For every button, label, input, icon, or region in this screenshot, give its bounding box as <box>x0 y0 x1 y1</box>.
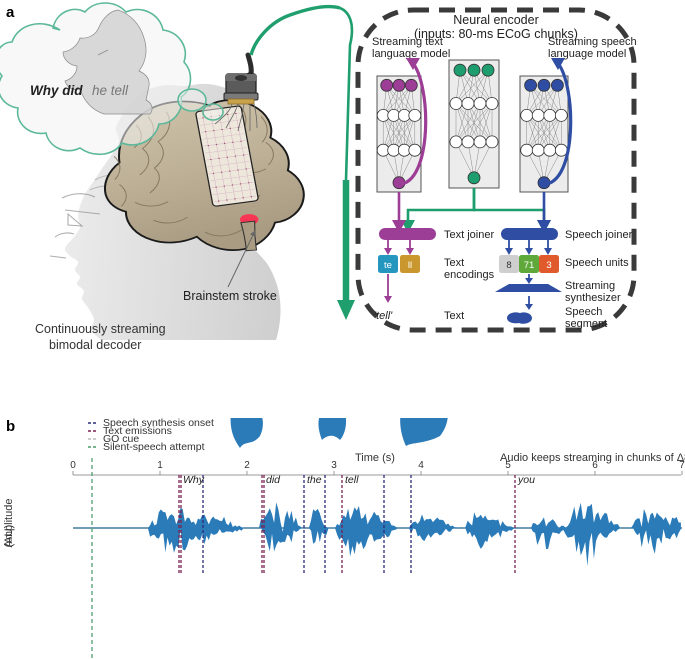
svg-text:(AU): (AU) <box>3 525 15 548</box>
svg-text:segment: segment <box>565 318 607 330</box>
svg-text:Text joiner: Text joiner <box>444 229 494 241</box>
svg-text:Speech: Speech <box>565 306 602 318</box>
svg-text:0: 0 <box>70 460 76 471</box>
svg-text:synthesizer: synthesizer <box>565 292 621 304</box>
svg-text:3: 3 <box>331 460 337 471</box>
svg-text:'tell': 'tell' <box>374 310 393 322</box>
svg-text:2: 2 <box>244 460 250 471</box>
svg-text:tell: tell <box>345 474 359 486</box>
svg-text:Streaming speech: Streaming speech <box>548 36 637 48</box>
svg-text:the: the <box>307 474 322 486</box>
svg-text:did: did <box>266 474 281 486</box>
svg-text:Silent-speech attempt: Silent-speech attempt <box>103 441 205 453</box>
svg-text:Streaming: Streaming <box>565 280 615 292</box>
svg-text:71: 71 <box>524 260 535 271</box>
svg-text:3: 3 <box>546 260 551 271</box>
svg-text:6: 6 <box>592 460 598 471</box>
svg-text:Why: Why <box>183 474 205 486</box>
svg-text:Text: Text <box>444 310 464 322</box>
svg-text:te: te <box>384 260 392 271</box>
svg-text:8: 8 <box>506 260 511 271</box>
svg-text:1: 1 <box>157 460 163 471</box>
svg-text:Text: Text <box>444 257 464 269</box>
svg-text:Streaming text: Streaming text <box>372 36 443 48</box>
svg-text:Neural encoder: Neural encoder <box>453 13 538 27</box>
svg-text:Time (s): Time (s) <box>355 452 395 464</box>
svg-text:7: 7 <box>679 460 685 471</box>
svg-text:Speech units: Speech units <box>565 257 629 269</box>
svg-text:5: 5 <box>505 460 511 471</box>
svg-text:4: 4 <box>418 460 424 471</box>
svg-text:ll: ll <box>408 260 412 271</box>
svg-text:you: you <box>517 474 535 486</box>
svg-text:Speech joiner: Speech joiner <box>565 229 633 241</box>
svg-text:encodings: encodings <box>444 269 495 281</box>
